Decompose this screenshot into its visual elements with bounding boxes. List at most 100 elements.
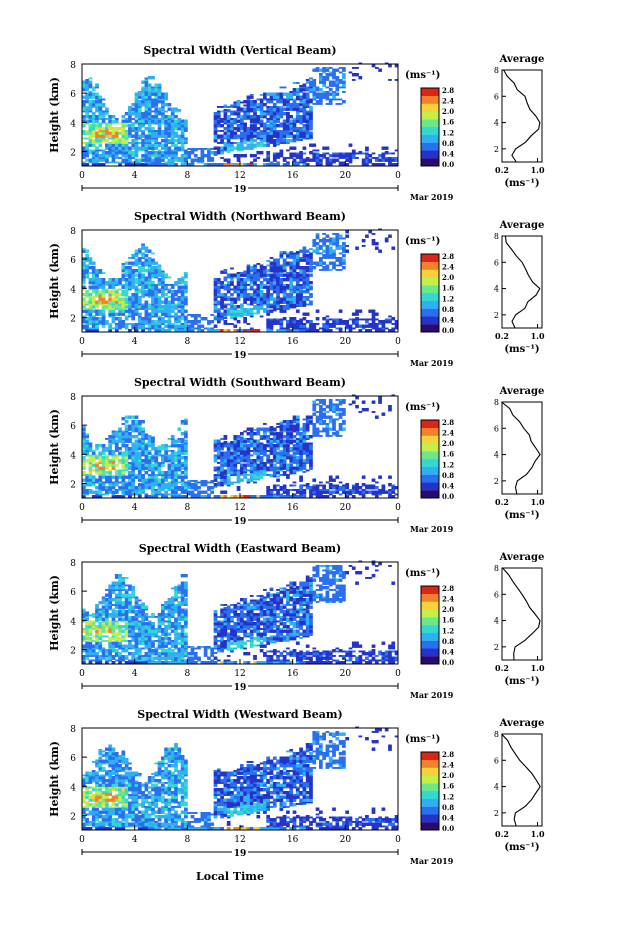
heatmap-cell	[95, 302, 99, 304]
heatmap-cell	[141, 303, 145, 306]
heatmap-cell	[299, 266, 303, 268]
heatmap-cell	[302, 89, 307, 92]
heatmap-cell	[259, 106, 264, 108]
heatmap-cell	[170, 118, 175, 120]
heatmap-cell	[325, 158, 330, 161]
heatmap-cell	[289, 134, 294, 137]
heatmap-cell	[187, 148, 192, 150]
heatmap-cell	[144, 151, 149, 153]
heatmap-cell	[85, 160, 89, 162]
heatmap-cell	[105, 124, 109, 126]
heatmap-cell	[305, 290, 310, 292]
heatmap-cell	[170, 300, 175, 303]
heatmap-cell	[154, 329, 159, 331]
heatmap-cell	[292, 318, 297, 321]
heatmap-cell	[269, 276, 274, 279]
heatmap-cell	[213, 293, 218, 295]
heatmap-cell	[256, 98, 261, 101]
heatmap-cell	[118, 122, 122, 125]
heatmap-cell	[164, 275, 168, 277]
heatmap-cell	[282, 318, 287, 321]
heatmap-cell	[147, 281, 152, 283]
heatmap-cell	[289, 97, 294, 99]
heatmap-cell	[295, 254, 300, 256]
heatmap-cell	[184, 287, 188, 289]
heatmap-cell	[319, 327, 323, 330]
heatmap-cell	[253, 294, 257, 297]
heatmap-cell	[236, 157, 241, 159]
heatmap-cell	[114, 119, 119, 122]
heatmap-cell	[269, 303, 274, 306]
heatmap-cell	[131, 254, 136, 256]
heatmap-cell	[374, 164, 379, 167]
heatmap-cell	[161, 279, 165, 282]
heatmap-cell	[243, 109, 247, 111]
heatmap-cell	[180, 291, 185, 294]
heatmap-cell	[174, 124, 178, 126]
heatmap-cell	[203, 318, 208, 321]
heatmap-cell	[315, 242, 320, 244]
heatmap-cell	[141, 91, 145, 93]
heatmap-cell	[164, 128, 168, 131]
heatmap-cell	[154, 133, 159, 135]
heatmap-cell	[315, 152, 320, 155]
heatmap-cell	[101, 110, 106, 113]
heatmap-cell	[276, 273, 280, 276]
heatmap-cell	[259, 285, 264, 288]
heatmap-cell	[279, 151, 284, 153]
heatmap-cell	[190, 330, 195, 333]
heatmap-cell	[292, 272, 297, 274]
heatmap-cell	[144, 284, 149, 286]
heatmap-cell	[147, 273, 152, 276]
heatmap-cell	[213, 112, 218, 114]
heatmap-cell	[312, 82, 317, 84]
heatmap-cell	[131, 151, 136, 153]
heatmap-cell	[256, 312, 261, 315]
heatmap-cell	[213, 152, 218, 155]
heatmap-cell	[295, 330, 300, 333]
heatmap-cell	[88, 305, 93, 307]
heatmap-cell	[276, 101, 280, 104]
heatmap-cell	[279, 113, 284, 116]
heatmap-cell	[174, 109, 178, 111]
heatmap-cell	[157, 270, 162, 273]
heatmap-cell	[184, 309, 188, 312]
heatmap-cell	[332, 83, 336, 86]
heatmap-cell	[240, 145, 244, 147]
heatmap-cell	[95, 330, 99, 333]
heatmap-cell	[197, 329, 201, 331]
heatmap-cell	[230, 306, 234, 309]
heatmap-cell	[226, 142, 231, 144]
heatmap-cell	[137, 122, 142, 125]
heatmap-cell	[322, 80, 326, 83]
heatmap-cell	[315, 95, 320, 98]
heatmap-cell	[131, 152, 136, 155]
heatmap-cell	[170, 131, 175, 134]
heatmap-cell	[216, 291, 221, 294]
heatmap-cell	[105, 300, 109, 303]
heatmap-cell	[118, 311, 122, 313]
heatmap-cell	[249, 94, 254, 96]
heatmap-cell	[184, 311, 188, 313]
heatmap-cell	[144, 92, 149, 95]
heatmap-cell	[180, 309, 185, 312]
heatmap-cell	[157, 291, 162, 294]
heatmap-cell	[220, 151, 224, 153]
heatmap-cell	[85, 116, 89, 119]
heatmap-cell	[276, 287, 280, 289]
heatmap-cell	[108, 279, 113, 282]
heatmap-cell	[137, 290, 142, 292]
heatmap-cell	[85, 151, 89, 153]
heatmap-cell	[134, 297, 139, 300]
heatmap-cell	[180, 160, 185, 162]
heatmap-cell	[157, 100, 162, 102]
heatmap-cell	[381, 146, 386, 149]
heatmap-cell	[141, 131, 145, 134]
heatmap-cell	[259, 303, 264, 306]
heatmap-cell	[302, 270, 307, 273]
heatmap-cell	[121, 297, 126, 300]
heatmap-cell	[223, 146, 228, 149]
heatmap-cell	[180, 158, 185, 161]
heatmap-cell	[184, 137, 188, 140]
heatmap-cell	[147, 143, 152, 146]
